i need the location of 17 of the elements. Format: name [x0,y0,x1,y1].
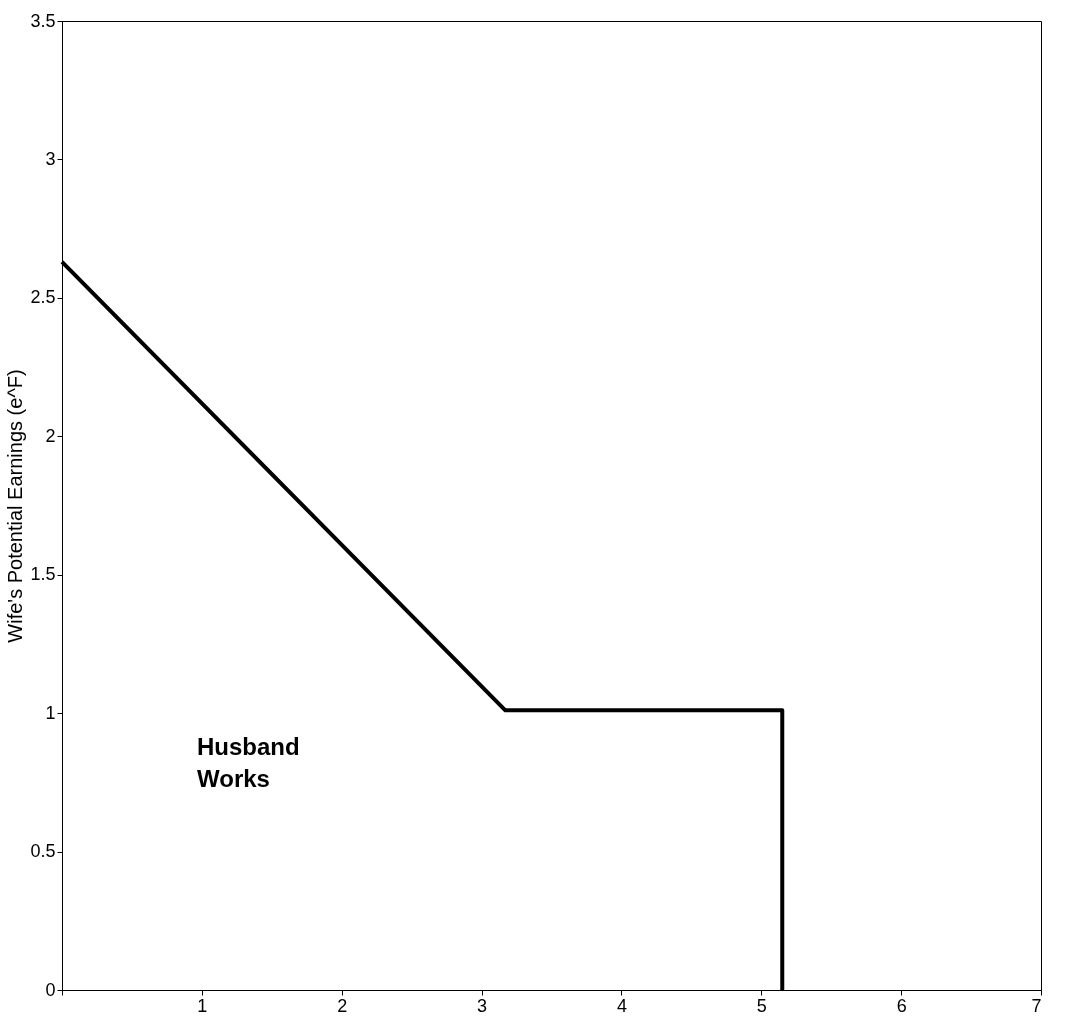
y-axis-title: Wife's Potential Earnings (e^F) [4,369,27,643]
x-tick-label: 5 [756,995,767,1016]
annotation: Husband Works [197,733,300,792]
y-tick-label: 3.5 [30,10,56,31]
x-tick-label: 1 [197,995,208,1016]
y-tick-label: 0.5 [30,841,56,862]
y-tick-label: 1.5 [30,564,56,585]
x-tick-label: 4 [616,995,627,1016]
x-tick-label: 7 [1031,995,1042,1016]
x-tick-label: 2 [337,995,348,1016]
x-tick-label: 6 [896,995,907,1016]
y-tick-label: 0 [45,979,56,1000]
y-tick-label: 3 [45,148,56,169]
y-tick-label: 2.5 [30,287,56,308]
y-tick-label: 1 [45,702,56,723]
x-tick-label: 3 [477,995,488,1016]
y-tick-label: 2 [45,425,56,446]
